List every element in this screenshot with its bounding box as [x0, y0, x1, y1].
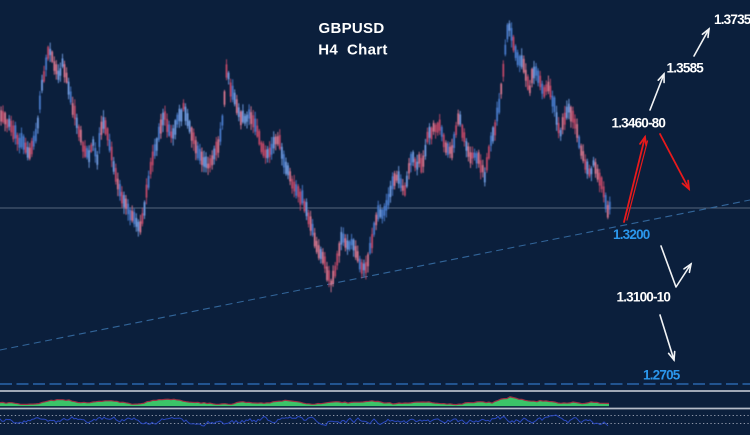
svg-text:H4 Chart: H4 Chart: [318, 42, 387, 59]
svg-text:1.3585: 1.3585: [667, 61, 705, 76]
svg-text:1.3735: 1.3735: [714, 12, 750, 27]
svg-text:1.3100-10: 1.3100-10: [617, 290, 671, 305]
svg-text:1.3200: 1.3200: [613, 227, 650, 242]
svg-text:GBPUSD: GBPUSD: [319, 20, 385, 37]
svg-text:1.2705: 1.2705: [643, 368, 681, 383]
svg-text:1.3460-80: 1.3460-80: [612, 116, 666, 131]
